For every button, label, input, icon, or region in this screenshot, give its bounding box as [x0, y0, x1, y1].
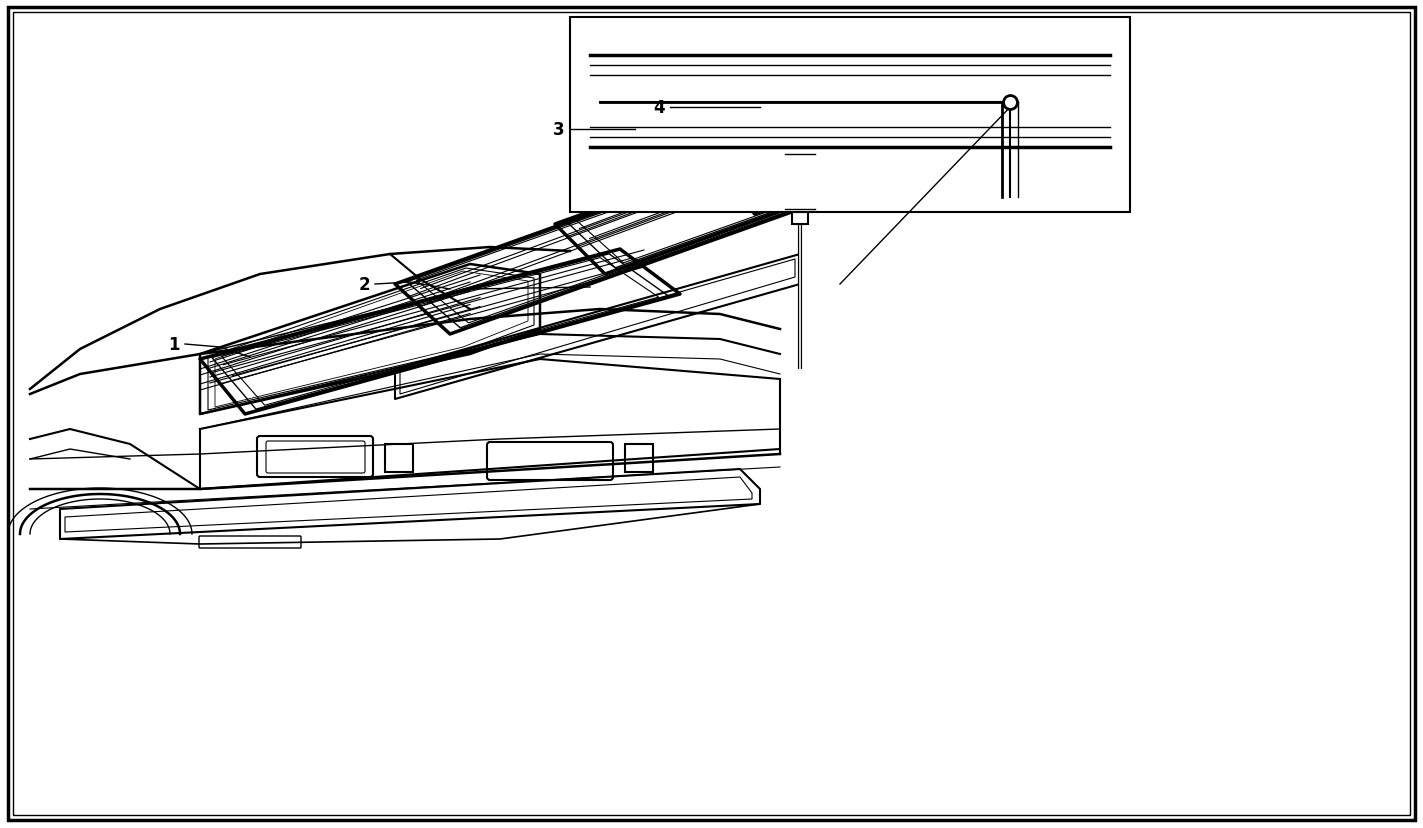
Text: 1: 1	[168, 335, 179, 354]
Bar	[793, 213, 808, 224]
Text: 3: 3	[554, 121, 565, 139]
Bar	[625, 445, 653, 473]
Text: 4: 4	[653, 99, 665, 117]
Bar	[793, 158, 808, 170]
Bar	[386, 445, 413, 473]
Text: 2: 2	[359, 276, 370, 294]
Bar	[571, 18, 1130, 213]
